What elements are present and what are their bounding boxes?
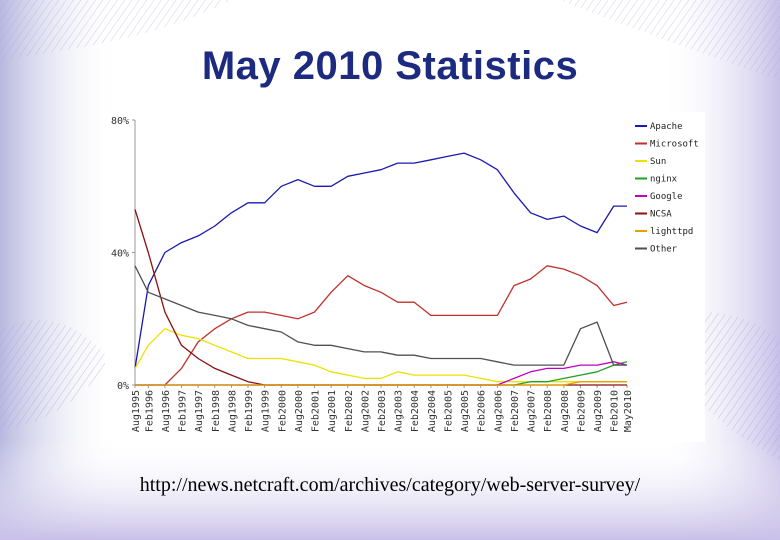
- x-tick-label: Feb2006: [477, 390, 488, 432]
- x-tick-label: Feb2002: [344, 390, 355, 432]
- x-tick-label: Feb1998: [211, 390, 222, 432]
- x-tick-label: Aug1995: [131, 390, 142, 432]
- x-tick-label: Feb1996: [144, 390, 155, 432]
- x-tick-label: Aug2001: [327, 390, 338, 432]
- x-tick-label: Feb2005: [443, 390, 454, 432]
- x-tick-label: Aug2007: [527, 390, 538, 432]
- legend-label-lighttpd: lighttpd: [650, 227, 693, 237]
- x-tick-label: Aug2008: [560, 390, 571, 432]
- x-tick-label: Aug2003: [394, 390, 405, 432]
- x-tick-label: Feb2008: [543, 390, 554, 432]
- y-tick-label: 80%: [111, 116, 129, 127]
- x-tick-label: Aug1998: [227, 390, 238, 432]
- x-tick-label: Aug2000: [294, 390, 305, 432]
- legend-label-microsoft: Microsoft: [650, 140, 699, 150]
- x-tick-label: Aug1997: [194, 390, 205, 432]
- legend-label-nginx: nginx: [650, 175, 678, 185]
- series-line-microsoft: [135, 265, 628, 386]
- x-tick-label: Aug2005: [460, 390, 471, 432]
- y-tick-label: 0%: [117, 381, 129, 392]
- x-tick-label: Feb1997: [178, 390, 189, 432]
- x-tick-label: Aug2009: [593, 390, 604, 432]
- x-tick-label: Feb2007: [510, 390, 521, 432]
- x-tick-label: Feb2010: [610, 390, 621, 432]
- legend-label-other: Other: [650, 245, 678, 255]
- series-line-sun: [134, 328, 627, 383]
- x-tick-label: Aug2002: [360, 390, 371, 432]
- legend-label-ncsa: NCSA: [650, 210, 672, 220]
- legend-label-google: Google: [650, 192, 683, 202]
- series-line-other: [134, 265, 627, 366]
- x-tick-label: Feb2004: [410, 390, 421, 432]
- chart-panel: 0% 40% 80% Aug1995 Feb1996 Aug1996 Feb1997 Aug1…: [105, 112, 705, 442]
- x-tick-label: Aug1996: [161, 390, 172, 432]
- series-line-lighttpd: [135, 381, 627, 386]
- x-tick-label: Feb1999: [244, 390, 255, 432]
- slide-title: May 2010 Statistics: [201, 44, 579, 88]
- x-tick-label: Aug2004: [427, 390, 438, 432]
- legend-label-sun: Sun: [650, 157, 666, 167]
- x-tick-label: Feb2003: [377, 390, 388, 432]
- source-url: http://news.netcraft.com/archives/catego…: [139, 474, 641, 496]
- y-tick-label: 40%: [111, 249, 129, 260]
- x-tick-label: Feb2001: [311, 390, 322, 432]
- x-tick-label: Feb2009: [576, 390, 587, 432]
- series-line-ncsa: [134, 209, 627, 386]
- x-tick-label: Aug2006: [493, 390, 504, 432]
- market-share-line-chart: 0% 40% 80% Aug1995 Feb1996 Aug1996 Feb1997 Aug1…: [111, 116, 699, 432]
- x-tick-label: May2010: [623, 390, 634, 432]
- x-tick-label: Aug1999: [261, 390, 272, 432]
- series-line-apache: [134, 152, 627, 369]
- legend-label-apache: Apache: [650, 122, 683, 132]
- x-tick-label: Feb2000: [277, 390, 288, 432]
